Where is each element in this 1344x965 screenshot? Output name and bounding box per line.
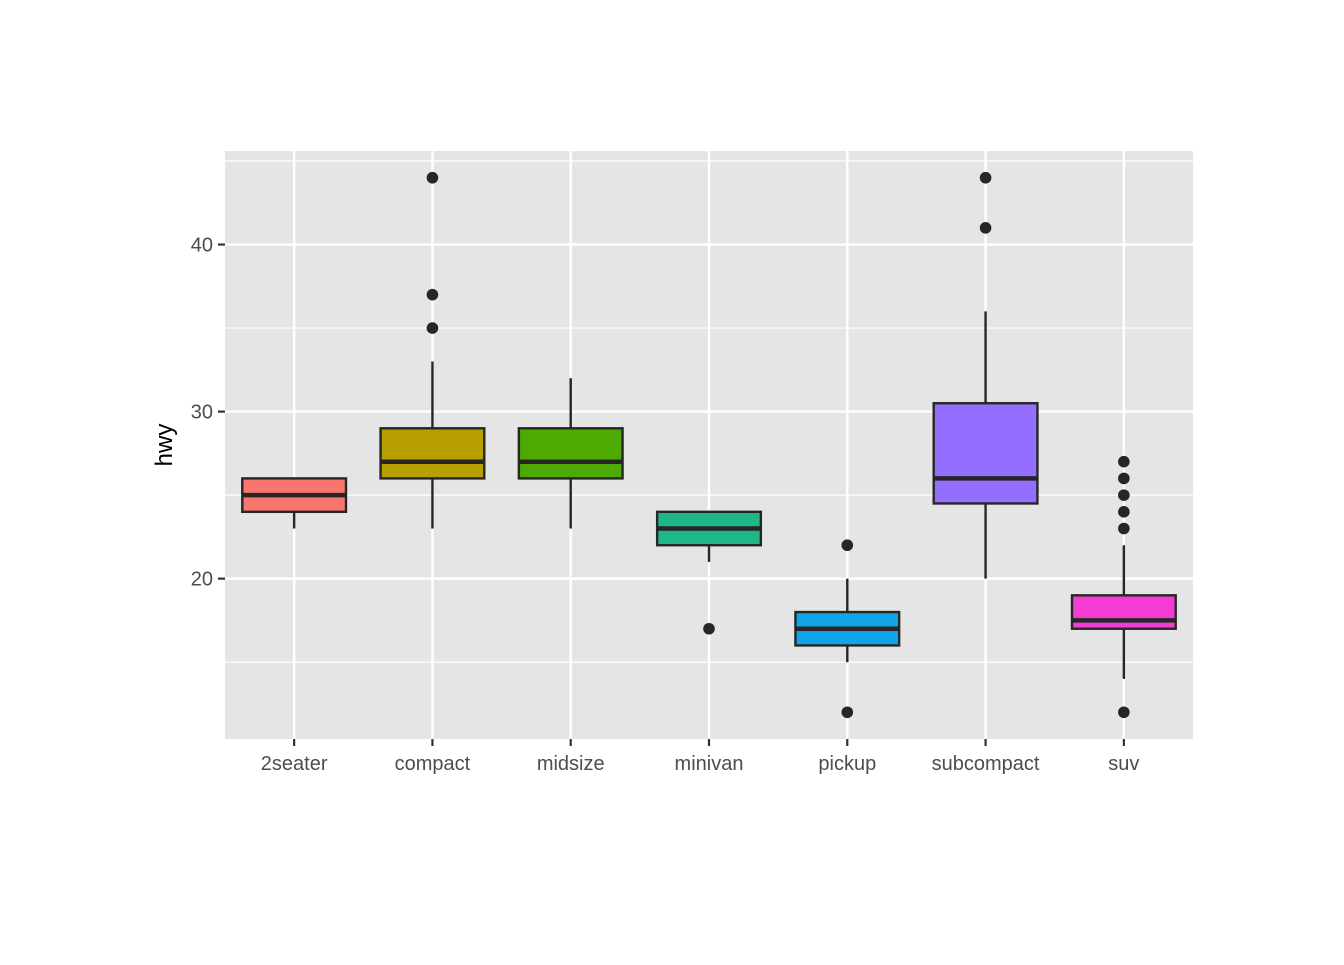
y-tick-label: 40 <box>191 235 213 257</box>
x-tick-label: pickup <box>818 753 876 775</box>
outlier-point <box>841 706 854 719</box>
box-layer <box>241 171 1177 719</box>
x-tick-label: midsize <box>537 753 605 775</box>
outlier-point <box>1118 522 1130 535</box>
outlier-point <box>1118 455 1130 468</box>
box-body <box>932 402 1039 505</box>
x-tick-label: suv <box>1108 753 1139 775</box>
box-body <box>517 427 624 480</box>
y-axis-title: hwy <box>151 424 178 467</box>
outlier-point <box>841 539 854 552</box>
box-2seater <box>241 477 348 529</box>
outlier-point <box>426 288 439 301</box>
box-body <box>1070 594 1177 630</box>
outlier-point <box>703 622 715 635</box>
y-axis: 20 30 40 <box>191 235 225 591</box>
outlier-point <box>1118 706 1130 719</box>
y-tick-label: 20 <box>191 569 213 591</box>
x-tick-label: compact <box>395 753 471 775</box>
outlier-point <box>1118 506 1130 518</box>
x-tick-label: 2seater <box>261 753 328 775</box>
box-compact <box>379 171 486 529</box>
outlier-point <box>426 322 439 334</box>
x-tick-label: subcompact <box>932 753 1040 775</box>
outlier-point <box>1118 489 1130 501</box>
box-body <box>379 427 486 480</box>
box-subcompact <box>932 171 1039 579</box>
box-suv <box>1070 455 1177 719</box>
y-tick-label: 30 <box>191 402 213 424</box>
outlier-point <box>979 171 992 184</box>
box-pickup <box>794 539 901 719</box>
box-midsize <box>517 378 624 529</box>
x-axis: 2seater compact midsize minivan pickup subcom… <box>261 739 1139 775</box>
outlier-point <box>426 171 439 184</box>
outlier-point <box>979 222 992 234</box>
outlier-point <box>1118 472 1130 485</box>
box-minivan <box>655 510 763 635</box>
x-tick-label: minivan <box>675 753 744 775</box>
